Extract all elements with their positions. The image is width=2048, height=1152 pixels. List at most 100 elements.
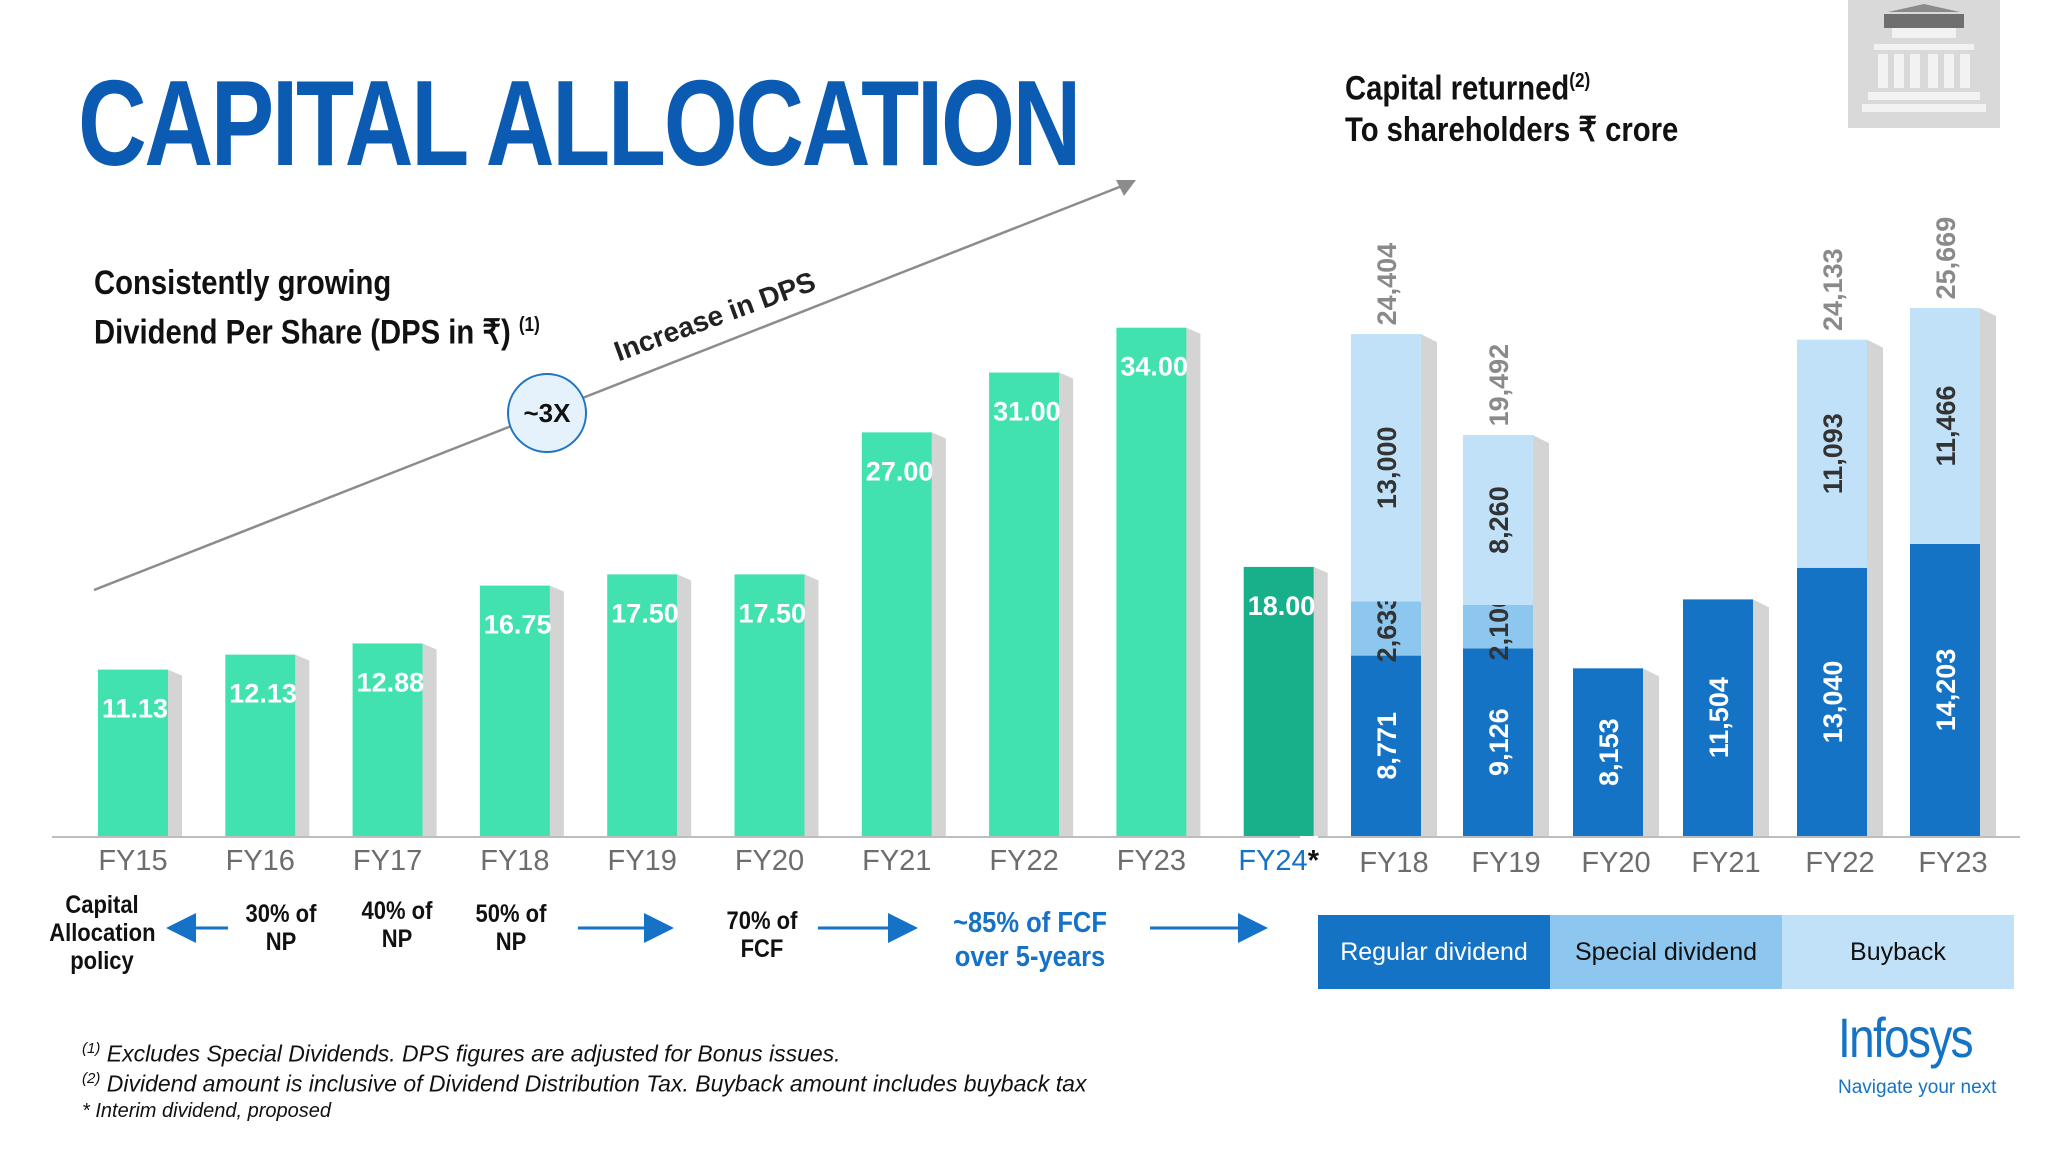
capital-total-label: 19,492 xyxy=(1484,344,1514,427)
bar-shadow xyxy=(1867,339,1883,836)
dps-subtitle-note: (1) xyxy=(518,314,540,336)
dps-bar xyxy=(1116,327,1187,836)
capital-category-label: FY23 xyxy=(1918,847,1987,879)
building-icon xyxy=(1848,0,2000,128)
dps-value-label: 11.13 xyxy=(102,694,168,724)
capital-value-label: 2,633 xyxy=(1372,595,1402,663)
footnote-1: (1) Excludes Special Dividends. DPS figu… xyxy=(82,1040,841,1068)
policy-item: 40% of NP xyxy=(361,897,433,953)
policy-item: 50% of NP xyxy=(475,900,547,956)
dps-bar xyxy=(352,643,423,836)
dps-bar xyxy=(479,585,550,836)
dps-value-label: 31.00 xyxy=(993,397,1061,427)
footnote-2: (2) Dividend amount is inclusive of Divi… xyxy=(82,1070,1086,1098)
dps-value-label: 12.88 xyxy=(357,667,425,697)
capital-category-label: FY19 xyxy=(1471,847,1540,879)
capital-subtitle: Capital returned(2) To shareholders ₹ cr… xyxy=(1345,60,1678,151)
policy-item: 70% of FCF xyxy=(726,907,798,963)
dps-category-label: FY15 xyxy=(98,845,167,877)
page-title: CAPITAL ALLOCATION xyxy=(78,55,1081,191)
bar-shadow xyxy=(1313,566,1328,836)
footnote-mark: (1) xyxy=(82,1040,101,1057)
footnote-3: * Interim dividend, proposed xyxy=(82,1100,331,1123)
dps-bar xyxy=(1243,566,1314,836)
dps-value-label: 16.75 xyxy=(484,610,552,640)
dps-value-label: 34.00 xyxy=(1120,352,1188,382)
capital-bar-segment xyxy=(1351,334,1421,602)
trend-arrow-head xyxy=(1116,180,1136,196)
dps-category-label: FY17 xyxy=(353,845,422,877)
dps-bar xyxy=(225,654,296,836)
legend-regular-dividend: Regular dividend xyxy=(1318,915,1550,989)
bar-shadow xyxy=(1186,327,1201,836)
capital-value-label: 11,504 xyxy=(1704,677,1734,758)
capital-bar-segment xyxy=(1797,567,1867,836)
bar-shadow xyxy=(1059,372,1074,836)
capital-total-label: 24,404 xyxy=(1372,243,1402,326)
bar-shadow xyxy=(677,574,692,836)
bar-shadow xyxy=(1980,308,1996,836)
capital-value-label: 13,000 xyxy=(1372,426,1402,509)
bar-shadow xyxy=(1753,599,1769,836)
policy-item: 30% of NP xyxy=(245,900,317,956)
capital-category-label: FY22 xyxy=(1805,847,1874,879)
capital-value-label: 9,126 xyxy=(1484,708,1514,776)
footnote-text: * Interim dividend, proposed xyxy=(82,1100,332,1122)
dps-category-label: FY16 xyxy=(226,845,295,877)
capital-bar-segment xyxy=(1463,435,1533,605)
capital-bar-segment xyxy=(1573,668,1643,836)
dps-bar xyxy=(989,372,1060,836)
trend-arrow xyxy=(93,184,1123,592)
capital-bar-segment xyxy=(1463,648,1533,836)
capital-value-label: 8,260 xyxy=(1484,486,1514,554)
footnote-text: Excludes Special Dividends. DPS figures … xyxy=(106,1040,841,1067)
legend-special-dividend: Special dividend xyxy=(1550,915,1782,989)
growth-badge: ~3X xyxy=(507,373,587,453)
dps-category-label: FY22 xyxy=(989,845,1058,877)
capital-category-label: FY18 xyxy=(1359,847,1428,879)
dps-subtitle-line1: Consistently growing xyxy=(94,264,392,302)
bar-shadow xyxy=(168,669,182,836)
capital-subtitle-line1: Capital returned xyxy=(1345,69,1570,108)
bar-shadow xyxy=(422,643,437,836)
bar-shadow xyxy=(1533,435,1549,836)
footnote-text: Dividend amount is inclusive of Dividend… xyxy=(106,1070,1087,1097)
dps-value-label: 27.00 xyxy=(866,456,934,486)
infosys-tagline: Navigate your next xyxy=(1838,1077,1997,1098)
dps-category-label: FY23 xyxy=(1117,845,1186,877)
legend-buyback: Buyback xyxy=(1782,915,2014,989)
policy-item-highlight: ~85% of FCF over 5-years xyxy=(953,907,1107,973)
capital-bar-segment xyxy=(1463,604,1533,649)
dps-subtitle-line2: Dividend Per Share (DPS in ₹) xyxy=(94,313,511,352)
capital-value-label: 13,040 xyxy=(1818,661,1848,744)
dps-bar xyxy=(98,669,168,836)
capital-category-label: FY21 xyxy=(1691,847,1760,879)
capital-total-label: 25,669 xyxy=(1931,217,1961,300)
bar-shadow xyxy=(295,654,310,836)
policy-label: Capital Allocation policy xyxy=(49,891,156,975)
capital-bar-segment xyxy=(1351,655,1421,836)
dps-value-label: 17.50 xyxy=(611,598,679,628)
dps-value-label: 17.50 xyxy=(739,598,807,628)
dps-bar xyxy=(734,574,805,836)
bar-shadow xyxy=(931,432,946,836)
capital-value-label: 8,153 xyxy=(1594,718,1624,786)
dps-value-label: 18.00 xyxy=(1248,591,1316,621)
capital-bar-segment xyxy=(1351,601,1421,656)
capital-subtitle-line2: To shareholders ₹ crore xyxy=(1345,111,1679,150)
dps-category-label: FY19 xyxy=(608,845,677,877)
bar-shadow xyxy=(1421,334,1437,836)
capital-total-label: 24,133 xyxy=(1818,248,1848,331)
dps-subtitle: Consistently growing Dividend Per Share … xyxy=(94,262,540,353)
dps-category-label: FY18 xyxy=(480,845,549,877)
capital-value-label: 14,203 xyxy=(1931,649,1961,732)
dps-bar xyxy=(607,574,678,836)
dps-category-label: FY21 xyxy=(862,845,931,877)
dps-value-label: 12.13 xyxy=(229,679,297,709)
capital-value-label: 8,771 xyxy=(1372,712,1402,780)
bar-shadow xyxy=(804,574,819,836)
infosys-logo: Infosys xyxy=(1838,1006,1974,1069)
bar-shadow xyxy=(549,585,564,836)
dps-category-label: FY24* xyxy=(1238,845,1319,877)
